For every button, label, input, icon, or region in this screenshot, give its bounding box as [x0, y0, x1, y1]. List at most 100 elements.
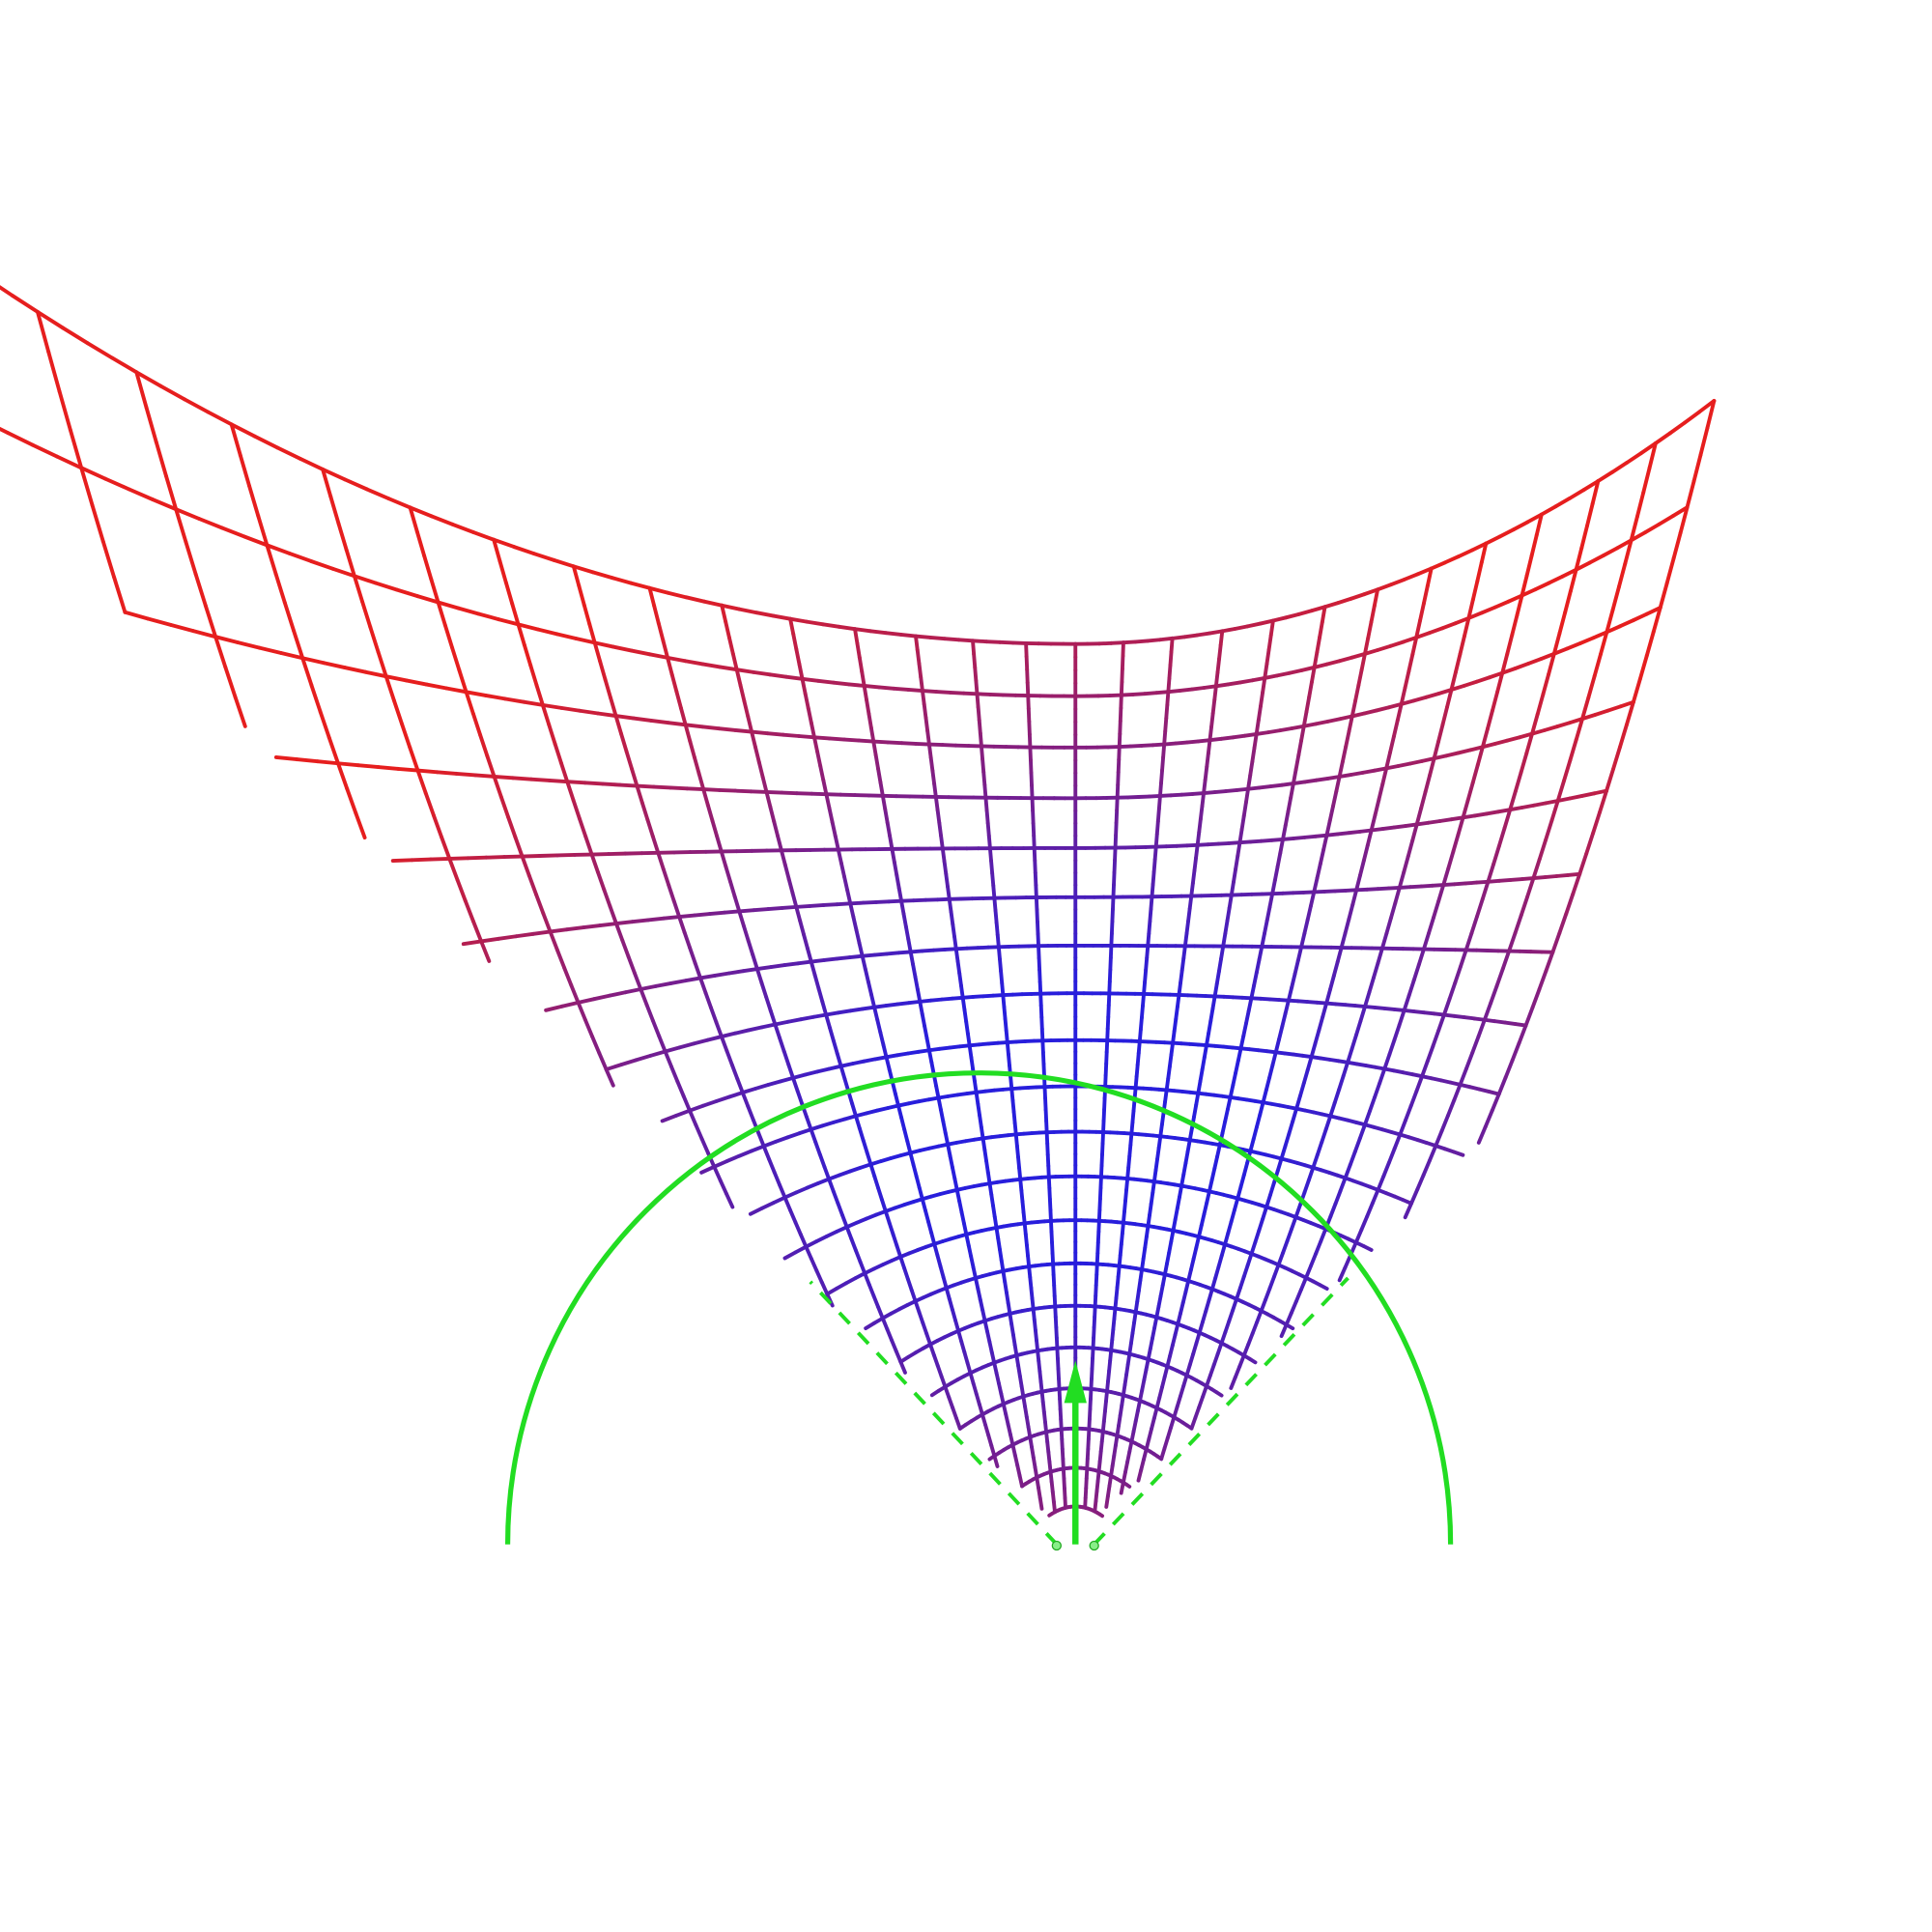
grid-segment: [1235, 1286, 1242, 1301]
grid-segment: [589, 852, 600, 874]
grid-segment: [964, 1019, 970, 1036]
grid-segment: [934, 690, 952, 695]
grid-segment: [926, 1219, 934, 1236]
grid-segment: [1232, 867, 1238, 884]
grid-segment: [1563, 588, 1573, 614]
grid-segment: [772, 819, 781, 838]
grid-segment: [354, 810, 367, 840]
grid-segment: [578, 708, 600, 716]
grid-segment: [1557, 912, 1569, 935]
grid-segment: [1643, 522, 1662, 535]
grid-segment: [1415, 566, 1434, 577]
grid-segment: [1213, 682, 1231, 689]
grid-segment: [123, 610, 151, 621]
grid-segment: [809, 959, 817, 978]
grid-segment: [824, 1010, 840, 1017]
grid-segment: [971, 639, 989, 644]
grid-segment: [647, 585, 657, 609]
grid-segment: [896, 1103, 904, 1120]
grid-segment: [742, 698, 751, 719]
grid-segment: [1298, 1081, 1306, 1098]
grid-segment: [877, 685, 896, 691]
grid-segment: [772, 1170, 782, 1187]
grid-segment: [1510, 1040, 1521, 1063]
grid-segment: [932, 781, 938, 799]
grid-segment: [692, 755, 701, 776]
grid-segment: [1410, 636, 1419, 657]
grid-segment: [930, 768, 937, 786]
grid-segment: [667, 883, 676, 903]
grid-segment: [1153, 1156, 1160, 1173]
grid-segment: [865, 1151, 873, 1167]
grid-segment: [959, 1210, 966, 1226]
grid-segment: [1215, 657, 1222, 675]
grid-segment: [890, 1338, 898, 1353]
grid-segment: [1205, 1373, 1212, 1388]
grid-segment: [598, 659, 608, 682]
grid-segment: [1309, 1041, 1318, 1060]
grid-segment: [1172, 1017, 1179, 1034]
grid-segment: [1175, 993, 1181, 1009]
grid-segment: [1037, 955, 1042, 972]
grid-segment: [1277, 1024, 1285, 1041]
grid-segment: [835, 1051, 843, 1068]
grid-segment: [1423, 773, 1433, 794]
grid-segment: [1238, 1034, 1246, 1051]
grid-segment: [1201, 1309, 1208, 1324]
grid-segment: [1038, 1003, 1044, 1020]
grid-segment: [1212, 1154, 1220, 1171]
grid-segment: [943, 1130, 951, 1147]
grid-segment: [603, 677, 613, 700]
grid-segment: [1109, 931, 1114, 948]
grid-segment: [1144, 955, 1150, 973]
grid-segment: [737, 908, 756, 914]
grid-segment: [571, 564, 582, 588]
grid-segment: [1474, 675, 1492, 684]
grid-segment: [309, 559, 335, 571]
grid-segment: [1151, 869, 1156, 887]
grid-segment: [890, 1079, 897, 1096]
grid-segment: [867, 1282, 876, 1298]
grid-segment: [1543, 874, 1559, 879]
grid-segment: [1470, 762, 1480, 785]
grid-segment: [1120, 653, 1125, 671]
grid-segment: [1031, 821, 1037, 838]
grid-segment: [1025, 668, 1030, 685]
grid-segment: [932, 1241, 940, 1258]
grid-segment: [928, 755, 935, 773]
grid-segment: [1523, 1006, 1535, 1028]
grid-segment: [1178, 687, 1194, 693]
grid-segment: [1283, 1131, 1292, 1149]
grid-segment: [528, 663, 539, 688]
grid-segment: [961, 691, 980, 696]
grid-segment: [1343, 1162, 1352, 1180]
grid-segment: [791, 1075, 800, 1094]
grid-segment: [1156, 1134, 1163, 1151]
grid-segment: [1568, 737, 1578, 763]
grid-segment: [920, 948, 936, 953]
grid-segment: [748, 1206, 764, 1216]
grid-segment: [1541, 672, 1551, 696]
grid-segment: [1164, 1076, 1171, 1093]
warped-grid: [0, 285, 1717, 1519]
grid-segment: [693, 960, 702, 980]
grid-segment: [1162, 729, 1168, 747]
grid-segment: [1205, 1189, 1211, 1206]
grid-segment: [1447, 980, 1458, 1002]
grid-segment: [1407, 758, 1425, 766]
grid-segment: [1320, 1126, 1328, 1145]
grid-segment: [1217, 642, 1223, 661]
grid-segment: [922, 702, 928, 720]
grid-segment: [915, 987, 923, 1004]
grid-segment: [752, 669, 773, 677]
grid-segment: [1388, 639, 1406, 648]
grid-segment: [913, 1299, 922, 1315]
grid-segment: [899, 1115, 907, 1132]
grid-segment: [1241, 1263, 1250, 1279]
grid-segment: [1534, 512, 1544, 537]
grid-segment: [1225, 1094, 1233, 1112]
grid-segment: [688, 1108, 698, 1127]
grid-segment: [832, 680, 851, 687]
grid-segment: [1335, 946, 1344, 964]
grid-segment: [1264, 647, 1271, 667]
